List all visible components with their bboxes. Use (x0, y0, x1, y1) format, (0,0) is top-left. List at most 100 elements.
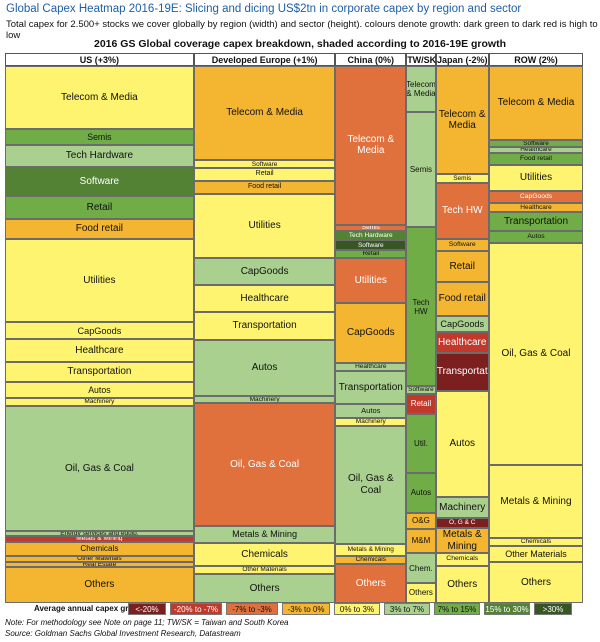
region-header: TW/SK (406, 53, 437, 66)
heatmap-cell: Telecom & Media (435, 66, 489, 175)
region-header: ROW (2%) (488, 53, 584, 66)
legend-swatch: 3% to 7% (384, 603, 430, 615)
heatmap-cell: Healthcare (488, 146, 584, 154)
heatmap-cell: Food retail (193, 180, 336, 194)
legend-swatch: >30% (534, 603, 572, 615)
heatmap-cell: CapGoods (335, 303, 407, 363)
heatmap-cell: Telecom & Media (335, 66, 407, 225)
heatmap-cell: O&G (406, 512, 436, 529)
heatmap-cell: Autos (5, 381, 194, 398)
heatmap-cell: Telecom & Media (488, 66, 584, 140)
heatmap-cell: Transportation (193, 311, 336, 340)
heatmap-cell: Software (193, 160, 336, 169)
heatmap-cell: Oil, Gas & Coal (335, 425, 407, 545)
heatmap-cell: Autos (406, 473, 436, 513)
heatmap-cell: Food retail (435, 282, 489, 316)
chart-title: 2016 GS Global coverage capex breakdown,… (94, 38, 506, 50)
heatmap-cell: Telecom & Media (193, 66, 336, 161)
heatmap-cell: Tech HW (406, 227, 436, 386)
heatmap-cell: Other Materials (488, 545, 584, 562)
heatmap-cell: Real Estate (5, 561, 194, 568)
heatmap-cell: Others (5, 567, 194, 603)
heatmap-cell: Retail (193, 168, 336, 181)
heatmap-cell: Utilities (335, 258, 407, 304)
heatmap-cell: Chemicals (335, 555, 407, 564)
heatmap-cell: CapGoods (193, 258, 336, 286)
legend-swatch: -3% to 0% (282, 603, 330, 615)
growth-legend: Average annual capex growth: <-20% -20% t… (0, 603, 600, 617)
heatmap-cell: Others (335, 563, 407, 603)
heatmap-cell: Healthcare (193, 285, 336, 312)
heatmap-cell: O, G & C (435, 517, 489, 529)
heatmap-cell: Healthcare (335, 362, 407, 371)
heatmap-cell: Transportation (335, 370, 407, 405)
heatmap-cell: Chem. (406, 553, 436, 584)
heatmap-cell: Healthcare (5, 339, 194, 362)
page-title: Global Capex Heatmap 2016-19E: Slicing a… (6, 3, 522, 15)
legend-swatch: -7% to -3% (226, 603, 278, 615)
heatmap-cell: Healthcare (488, 203, 584, 212)
heatmap-cell: Retail (5, 196, 194, 219)
heatmap-cell: Util. (406, 413, 436, 474)
heatmap-cell: Utilities (5, 239, 194, 323)
heatmap-cell: Chemicals (435, 553, 489, 566)
region-header: Japan (-2%) (435, 53, 489, 66)
heatmap-cell: Software (5, 166, 194, 197)
heatmap-cell: Transportation (488, 211, 584, 231)
heatmap-cell: Autos (193, 339, 336, 396)
heatmap-cell: Software (406, 385, 436, 394)
heatmap-cell: Semis (5, 129, 194, 146)
heatmap-cell: Machinery (335, 417, 407, 426)
heatmap-cell: Tech Hardware (5, 145, 194, 167)
heatmap-cell: Semis (435, 174, 489, 183)
heatmap-cell: Others (193, 574, 336, 603)
heatmap-cell: Others (488, 561, 584, 603)
heatmap-cell: Others (435, 565, 489, 603)
heatmap-cell: CapGoods (488, 191, 584, 204)
heatmap-cell: Others (406, 583, 436, 603)
legend-swatch: 7% to 15% (434, 603, 480, 615)
heatmap-cell: Energy services and equip. (5, 530, 194, 537)
heatmap-cell: Autos (335, 404, 407, 418)
heatmap-cell: Utilities (488, 165, 584, 192)
heatmap-cell: Oil, Gas & Coal (5, 406, 194, 531)
heatmap-cell: M&M (406, 528, 436, 554)
heatmap-cell: Healthcare (435, 332, 489, 354)
heatmap-cell: Chemicals (193, 542, 336, 567)
heatmap-cell: Food retail (488, 153, 584, 166)
heatmap-cell: Utilities (193, 193, 336, 259)
heatmap-cell: Metals & Mining (5, 536, 194, 542)
heatmap-cell: Retail (406, 393, 436, 414)
heatmap-cell: Autos (488, 231, 584, 244)
heatmap-cell: Chemicals (5, 541, 194, 557)
region-header: US (+3%) (5, 53, 194, 66)
heatmap-cell: Machinery (193, 395, 336, 404)
heatmap-cell: Metals & Mining (435, 528, 489, 554)
heatmap-cell: Machinery (435, 496, 489, 518)
legend-swatch: -20% to -7% (170, 603, 222, 615)
legend-swatch: 15% to 30% (484, 603, 530, 615)
legend-label: Average annual capex growth: (34, 604, 150, 613)
heatmap-cell: CapGoods (435, 315, 489, 333)
legend-swatch: <-20% (128, 603, 166, 615)
page-subtitle: Total capex for 2.500+ stocks we cover g… (6, 19, 598, 41)
heatmap-cell: Telecom & Media (406, 66, 436, 112)
heatmap-cell: Food retail (5, 218, 194, 240)
region-header: Developed Europe (+1%) (193, 53, 336, 66)
source-note: Source: Goldman Sachs Global Investment … (5, 629, 241, 638)
heatmap-cell: Metals & Mining (193, 526, 336, 543)
heatmap-cell: Machinery (5, 397, 194, 407)
heatmap-cell: Metals & Mining (335, 544, 407, 556)
heatmap-cell: Telecom & Media (5, 66, 194, 130)
footnote: Note: For methodology see Note on page 1… (5, 618, 289, 627)
heatmap-cell: Autos (435, 390, 489, 497)
heatmap-cell: Transportat (435, 353, 489, 391)
heatmap-chart: US (+3%) Telecom & Media Semis Tech Hardwar… (5, 53, 595, 603)
heatmap-cell: Software (435, 238, 489, 252)
heatmap-cell: Oil, Gas & Coal (488, 243, 584, 465)
heatmap-cell: Software (488, 139, 584, 147)
heatmap-cell: Retail (435, 251, 489, 283)
heatmap-cell: Semis (335, 224, 407, 231)
heatmap-cell: Semis (406, 111, 436, 228)
heatmap-cell: CapGoods (5, 322, 194, 340)
